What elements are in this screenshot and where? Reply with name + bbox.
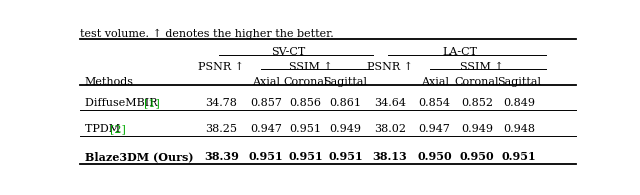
- Text: Coronal: Coronal: [284, 77, 328, 87]
- Text: 0.849: 0.849: [503, 98, 535, 108]
- Text: Blaze3DM (Ours): Blaze3DM (Ours): [85, 151, 193, 162]
- Text: 38.02: 38.02: [374, 124, 406, 134]
- Text: LA-CT: LA-CT: [442, 47, 477, 57]
- Text: 38.39: 38.39: [204, 151, 239, 162]
- Text: 0.852: 0.852: [461, 98, 493, 108]
- Text: SV-CT: SV-CT: [271, 47, 305, 57]
- Text: Axial: Axial: [420, 77, 449, 87]
- Text: 0.950: 0.950: [417, 151, 452, 162]
- Text: PSNR ↑: PSNR ↑: [198, 62, 244, 72]
- Text: DiffuseMBIR: DiffuseMBIR: [85, 98, 161, 108]
- Text: 0.951: 0.951: [290, 124, 322, 134]
- Text: [2]: [2]: [110, 124, 125, 134]
- Text: 0.856: 0.856: [290, 98, 322, 108]
- Text: Axial: Axial: [252, 77, 280, 87]
- Text: 0.950: 0.950: [460, 151, 494, 162]
- Text: SSIM ↑: SSIM ↑: [289, 62, 333, 72]
- Text: 34.64: 34.64: [374, 98, 406, 108]
- Text: Sagittal: Sagittal: [497, 77, 541, 87]
- Text: Coronal: Coronal: [454, 77, 499, 87]
- Text: 0.951: 0.951: [249, 151, 284, 162]
- Text: PSNR ↑: PSNR ↑: [367, 62, 413, 72]
- Text: 38.13: 38.13: [372, 151, 408, 162]
- Text: 0.949: 0.949: [330, 124, 362, 134]
- Text: 0.951: 0.951: [502, 151, 536, 162]
- Text: 0.947: 0.947: [419, 124, 451, 134]
- Text: 38.25: 38.25: [205, 124, 237, 134]
- Text: 0.951: 0.951: [289, 151, 323, 162]
- Text: Sagittal: Sagittal: [323, 77, 367, 87]
- Text: 0.854: 0.854: [419, 98, 451, 108]
- Text: Methods: Methods: [85, 77, 134, 87]
- Text: 34.78: 34.78: [205, 98, 237, 108]
- Text: 0.948: 0.948: [503, 124, 535, 134]
- Text: [1]: [1]: [145, 98, 161, 108]
- Text: TPDM: TPDM: [85, 124, 124, 134]
- Text: SSIM ↑: SSIM ↑: [460, 62, 504, 72]
- Text: 0.857: 0.857: [250, 98, 282, 108]
- Text: 0.949: 0.949: [461, 124, 493, 134]
- Text: 0.861: 0.861: [330, 98, 362, 108]
- Text: test volume. ↑ denotes the higher the better.: test volume. ↑ denotes the higher the be…: [80, 29, 333, 39]
- Text: 0.951: 0.951: [328, 151, 363, 162]
- Text: 0.947: 0.947: [250, 124, 282, 134]
